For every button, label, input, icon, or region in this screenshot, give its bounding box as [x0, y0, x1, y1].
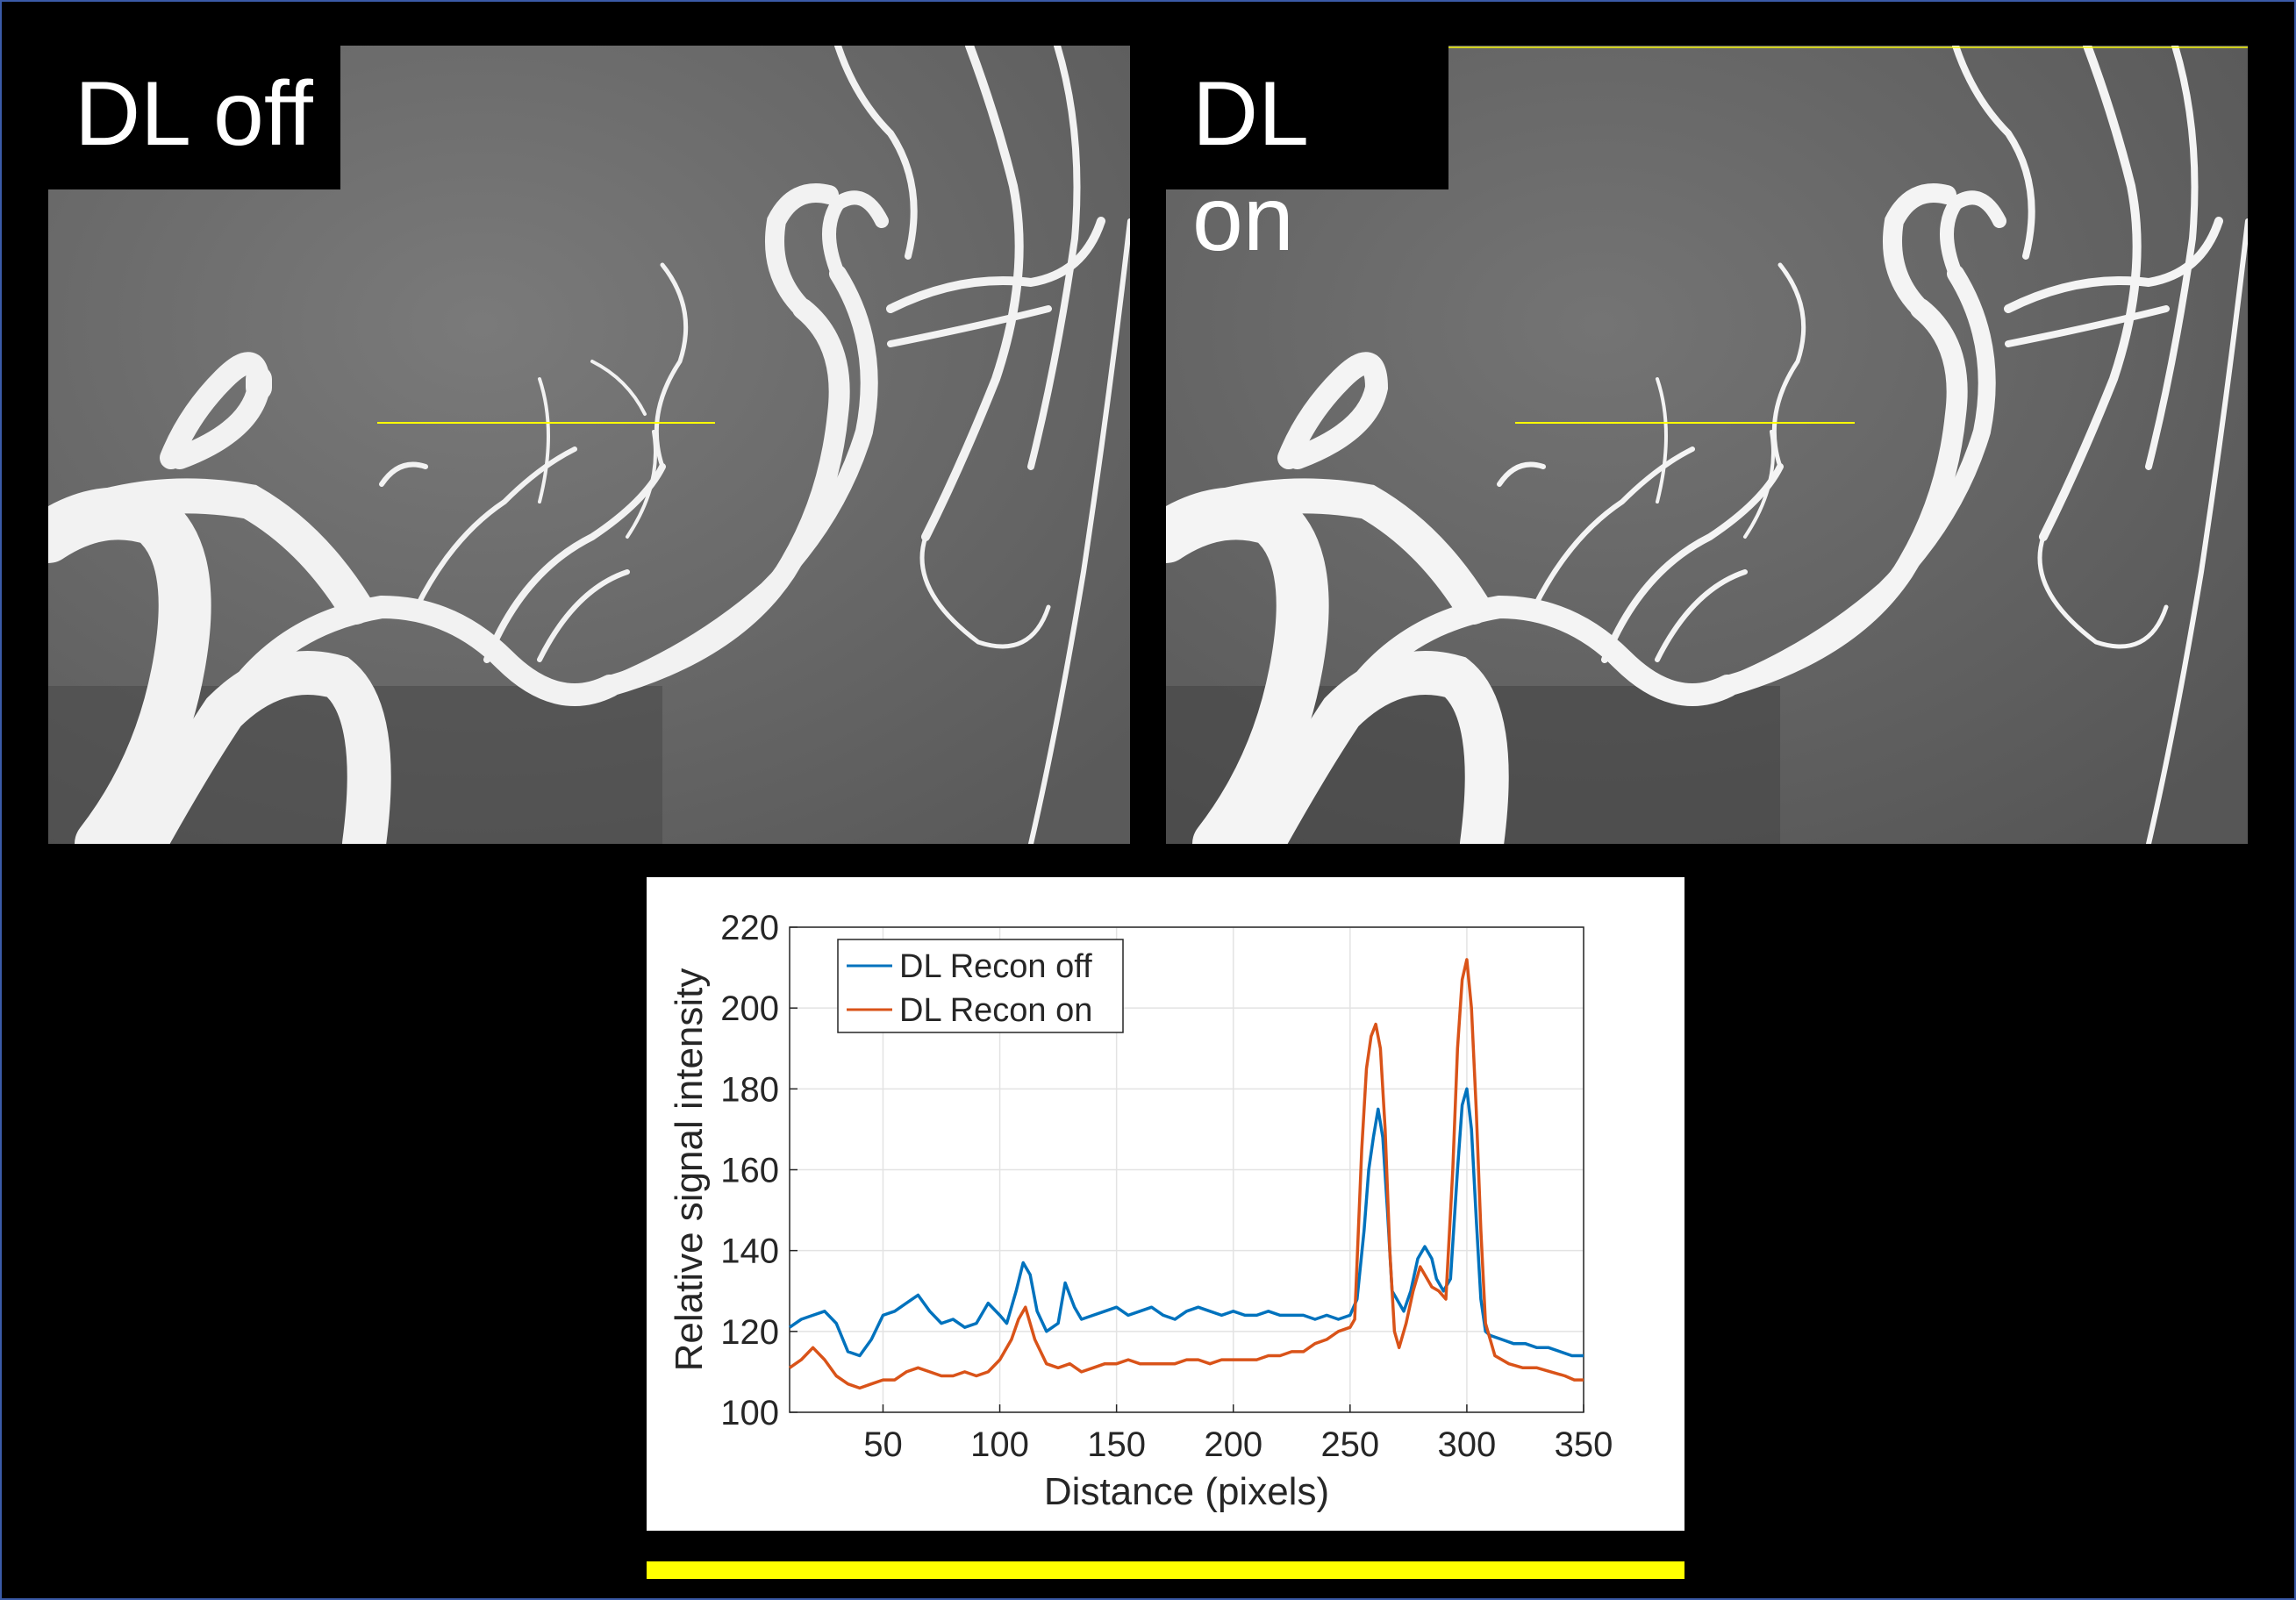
x-axis-label: Distance (pixels)	[1044, 1470, 1329, 1513]
legend-entry-dl-on: DL Recon on	[899, 992, 1092, 1029]
x-tick-label: 200	[1204, 1425, 1262, 1464]
x-tick-label: 250	[1320, 1425, 1379, 1464]
y-tick-label: 160	[720, 1152, 779, 1190]
vessels-right	[1166, 46, 2248, 844]
panel-label-dl-on: DL on	[1166, 46, 1448, 270]
mra-image-dl-off	[48, 46, 1130, 844]
mra-panel-dl-off: DL off	[48, 46, 1130, 844]
y-tick-label: 140	[720, 1232, 779, 1271]
y-axis-label: Relative signal intensity	[668, 968, 711, 1372]
y-tick-label: 220	[720, 909, 779, 947]
y-tick-label: 120	[720, 1313, 779, 1352]
legend-box	[837, 939, 1124, 1033]
intensity-profile-chart: 50 100 150 200 250 300 350 100 120 140 160 180 200 22…	[647, 877, 1684, 1531]
x-tick-label: 100	[970, 1425, 1029, 1464]
x-tick-label: 50	[863, 1425, 903, 1464]
x-tick-label: 150	[1087, 1425, 1146, 1464]
x-tick-label: 350	[1555, 1425, 1613, 1464]
x-tick-label: 300	[1438, 1425, 1497, 1464]
chart-ticks: 50 100 150 200 250 300 350 100 120 140 160 180 200 22…	[720, 909, 1613, 1464]
chart-legend: DL Recon off DL Recon on	[837, 939, 1124, 1033]
chart-svg: 50 100 150 200 250 300 350 100 120 140 160 180 200 22…	[668, 909, 1613, 1513]
series-line-dl-off	[789, 1087, 1584, 1358]
profile-line-indicator	[647, 1561, 1684, 1579]
series-line-dl-on	[789, 958, 1584, 1390]
chart-series	[789, 958, 1584, 1390]
vessels-left	[48, 46, 1130, 844]
mra-panel-dl-on: DL on	[1166, 46, 2248, 844]
y-tick-label: 180	[720, 1070, 779, 1109]
panel-label-dl-off: DL off	[48, 46, 340, 189]
y-tick-label: 100	[720, 1394, 779, 1432]
legend-entry-dl-off: DL Recon off	[899, 948, 1092, 985]
y-tick-label: 200	[720, 989, 779, 1028]
